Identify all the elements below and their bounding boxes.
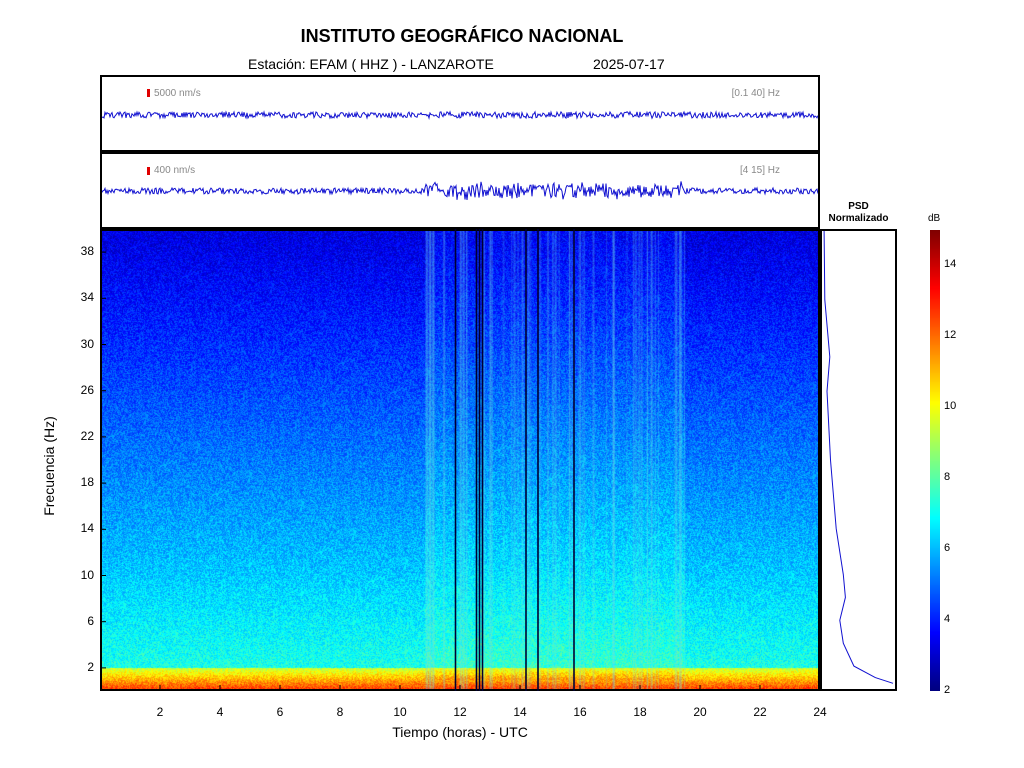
- colorbar-tick-label: 10: [944, 400, 957, 413]
- psd-title: PSD Normalizado: [820, 201, 897, 225]
- y-tick-label: 22: [80, 428, 94, 443]
- x-tick-label: 12: [453, 705, 467, 719]
- y-tick-label: 6: [87, 613, 94, 628]
- x-tick-label: 14: [513, 705, 527, 719]
- x-tick-label: 24: [813, 705, 827, 719]
- y-tick-label: 14: [80, 521, 94, 536]
- x-tick-label: 10: [393, 705, 407, 719]
- colorbar-tick-label: 12: [944, 329, 957, 342]
- colorbar-tick-label: 4: [944, 613, 951, 626]
- broadband-trace-panel: 5000 nm/s [0.1 40] Hz: [100, 75, 820, 152]
- x-tick-label: 20: [693, 705, 707, 719]
- date-label: 2025-07-17: [593, 56, 665, 72]
- x-tick-label: 18: [633, 705, 647, 719]
- seismic-trace: [102, 181, 818, 200]
- scale-bar: [147, 167, 150, 175]
- y-tick-label: 10: [80, 567, 94, 582]
- spectrogram-canvas: [100, 229, 820, 691]
- x-tick-label: 22: [753, 705, 767, 719]
- x-tick-label: 4: [216, 705, 224, 719]
- chart-title: INSTITUTO GEOGRÁFICO NACIONAL: [300, 26, 624, 46]
- colorbar-unit: dB: [928, 213, 941, 224]
- station-label: Estación: EFAM ( HHZ ) - LANZAROTE: [248, 56, 494, 72]
- y-tick-label: 18: [80, 475, 94, 490]
- y-axis-label: Frecuencia (Hz): [41, 416, 57, 516]
- colorbar-tick-label: 14: [944, 258, 957, 271]
- seismic-trace: [102, 110, 818, 120]
- x-tick-label: 16: [573, 705, 587, 719]
- x-axis-label: Tiempo (horas) - UTC: [392, 724, 528, 740]
- y-tick-label: 26: [80, 382, 94, 397]
- y-tick-label: 30: [80, 336, 94, 351]
- y-tick-label: 2: [87, 659, 94, 674]
- x-tick-label: 6: [276, 705, 284, 719]
- scale-label: 5000 nm/s: [154, 88, 201, 99]
- psd-panel: [820, 229, 897, 691]
- colorbar: [930, 230, 940, 691]
- scale-label: 400 nm/s: [154, 165, 196, 176]
- psd-curve: [823, 231, 894, 684]
- colorbar-tick-label: 8: [944, 471, 951, 484]
- y-tick-label: 34: [80, 290, 94, 305]
- scale-bar: [147, 89, 150, 97]
- psd-title-line: PSD: [848, 201, 869, 212]
- band-label: [4 15] Hz: [739, 165, 780, 176]
- colorbar-tick-label: 6: [944, 542, 951, 555]
- filtered-trace-panel: 400 nm/s [4 15] Hz: [100, 152, 820, 229]
- x-tick-label: 8: [336, 705, 344, 719]
- spectrogram: [100, 229, 820, 691]
- y-tick-label: 38: [80, 244, 94, 259]
- band-label: [0.1 40] Hz: [731, 88, 780, 99]
- colorbar-tick-label: 2: [944, 684, 951, 696]
- spectrogram-frame: [100, 229, 820, 691]
- psd-title-line: Normalizado: [828, 213, 889, 224]
- x-tick-label: 2: [156, 705, 164, 719]
